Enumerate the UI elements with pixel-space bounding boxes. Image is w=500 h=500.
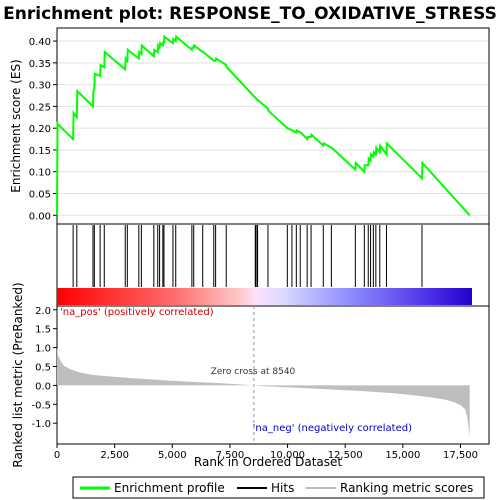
chart-title: Enrichment plot: RESPONSE_TO_OXIDATIVE_S…: [3, 4, 497, 24]
enrichment-panel-frame: [56, 27, 490, 225]
x-tick-label: 7,500: [216, 450, 245, 461]
es-y-tick-label: 0.05: [29, 190, 51, 201]
rank-color-bar: [57, 288, 472, 305]
es-gridlines: [58, 40, 488, 216]
es-y-tick-label: 0.00: [29, 211, 51, 222]
metric-y-tick-label: 1.5: [35, 325, 51, 336]
ranking-metric-area: [57, 347, 470, 437]
es-y-tick-label: 0.40: [29, 37, 51, 48]
x-tick-label: 2,500: [100, 450, 129, 461]
x-tick-label: 12,500: [328, 450, 363, 461]
metric-y-tick-label: 0.0: [35, 381, 51, 392]
neg-correlation-label: 'na_neg' (negatively correlated): [253, 423, 412, 434]
es-y-tick-label: 0.20: [29, 124, 51, 135]
legend-metric-label: Ranking metric scores: [340, 481, 473, 495]
es-y-tick-label: 0.10: [29, 168, 51, 179]
enrichment-panel: 0.00 0.05 0.10 0.15 0.20 0.25 0.30 0.35 0.40 Enr…: [9, 27, 490, 225]
enrichment-profile-line: [56, 34, 471, 216]
x-axis-label: Rank in Ordered Dataset: [194, 455, 342, 469]
x-tick-label: 17,500: [443, 450, 478, 461]
legend-box: [72, 476, 485, 499]
es-y-tick-label: 0.30: [29, 81, 51, 92]
x-tick-label: 0: [54, 450, 60, 461]
x-tick-label: 15,000: [385, 450, 420, 461]
es-y-axis-ticks: 0.00 0.05 0.10 0.15 0.20 0.25 0.30 0.35 0.40: [29, 37, 57, 222]
metric-panel: -1.0 -0.5 0.0 0.5 1.0 1.5 2.0 0 2,500 5,000 7,500…: [11, 282, 490, 469]
x-tick-label: 5,000: [158, 450, 187, 461]
zero-cross-label: Zero cross at 8540: [211, 367, 296, 377]
x-axis-ticks: 0 2,500 5,000 7,500 10,000 12,500 15,000 17,500: [54, 444, 478, 461]
es-y-axis-label: Enrichment score (ES): [9, 59, 23, 192]
x-tick-label: 10,000: [270, 450, 305, 461]
metric-y-axis-ticks: -1.0 -0.5 0.0 0.5 1.0 1.5 2.0: [31, 306, 57, 430]
metric-y-tick-label: 1.0: [35, 344, 51, 355]
metric-y-tick-label: 2.0: [35, 306, 51, 317]
es-y-tick-label: 0.35: [29, 59, 51, 70]
metric-panel-frame: [56, 305, 490, 445]
legend-hits-label: Hits: [271, 481, 294, 495]
legend-enrichment-label: Enrichment profile: [114, 481, 225, 495]
metric-y-tick-label: 0.5: [35, 362, 51, 373]
hits-panel: [56, 223, 490, 307]
metric-y-axis-label: Ranked list metric (PreRanked): [11, 282, 25, 467]
metric-y-tick-label: -1.0: [31, 419, 51, 430]
metric-y-tick-label: -0.5: [31, 400, 51, 411]
hit-marks: [56, 225, 423, 287]
pos-correlation-label: 'na_pos' (positively correlated): [60, 307, 214, 318]
es-y-tick-label: 0.15: [29, 146, 51, 157]
es-y-tick-label: 0.25: [29, 102, 51, 113]
legend: Enrichment profile Hits Ranking metric s…: [72, 476, 485, 499]
